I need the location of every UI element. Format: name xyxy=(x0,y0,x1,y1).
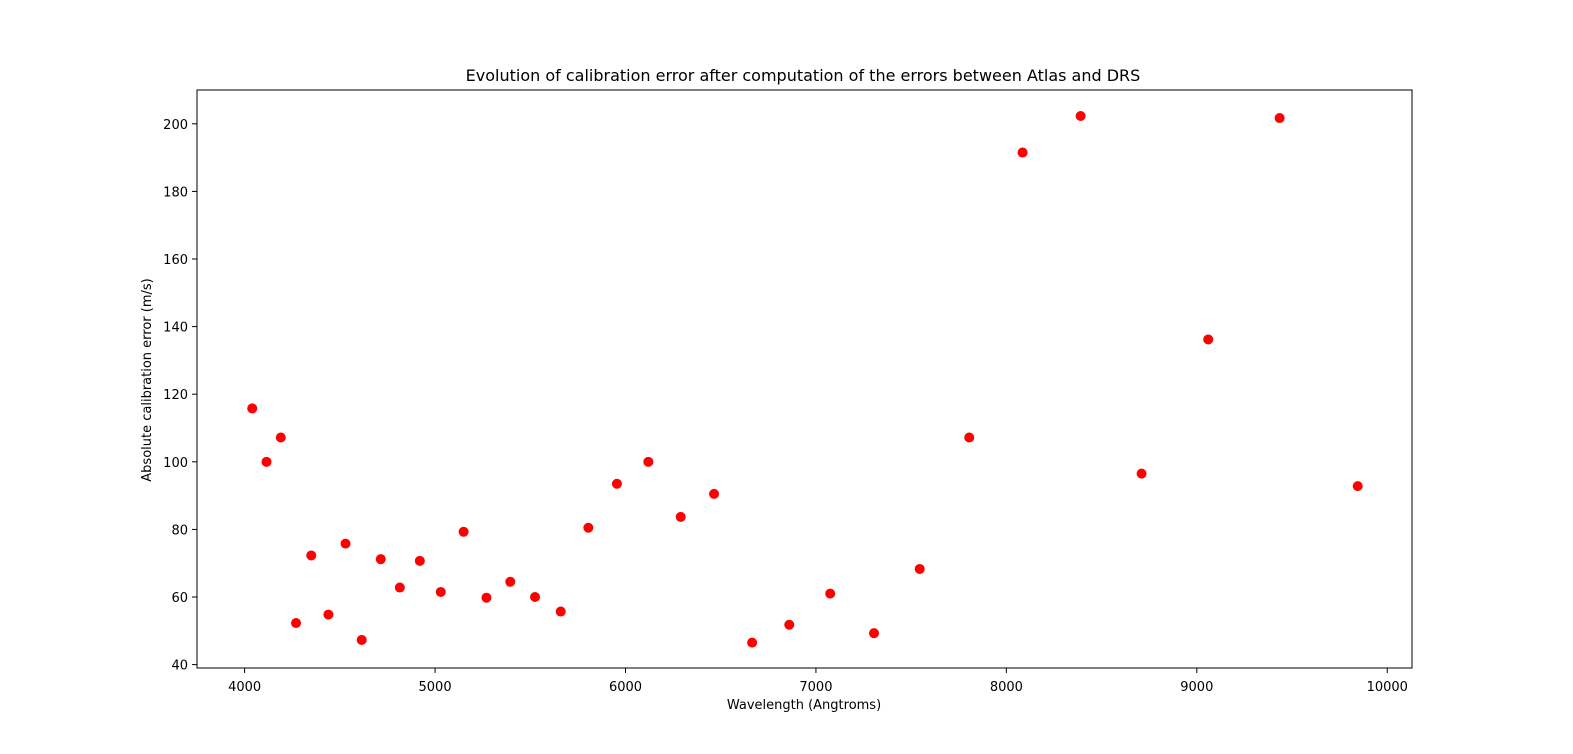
data-point xyxy=(323,609,334,620)
data-point xyxy=(505,576,516,587)
points-layer xyxy=(247,111,1363,648)
y-tick-label: 180 xyxy=(163,185,188,200)
plot-frame xyxy=(196,89,1413,669)
data-point xyxy=(825,588,836,599)
x-axis-label: Wavelength (Angtroms) xyxy=(727,698,881,713)
data-point xyxy=(375,554,386,565)
data-point xyxy=(914,563,925,574)
data-point xyxy=(1017,147,1028,158)
y-tick-label: 100 xyxy=(163,456,188,471)
x-tick-label: 8000 xyxy=(990,680,1023,695)
data-point xyxy=(275,432,286,443)
y-tick-label: 120 xyxy=(163,388,188,403)
data-point xyxy=(1075,111,1086,122)
data-point xyxy=(247,403,258,414)
chart-title: Evolution of calibration error after com… xyxy=(466,66,1141,85)
y-axis-ticks: 40 60 80 100 120 140 160 180 200 xyxy=(163,118,197,674)
y-tick-label: 140 xyxy=(163,321,188,336)
data-point xyxy=(414,555,425,566)
data-point xyxy=(481,592,492,603)
data-point xyxy=(340,538,351,549)
y-tick-label: 40 xyxy=(171,659,188,674)
data-point xyxy=(555,606,566,617)
data-point xyxy=(435,586,446,597)
data-point xyxy=(709,488,720,499)
x-tick-label: 6000 xyxy=(609,680,642,695)
data-point xyxy=(291,618,302,629)
y-tick-label: 80 xyxy=(171,523,188,538)
data-point xyxy=(869,628,880,639)
data-point xyxy=(1352,481,1363,492)
data-point xyxy=(530,592,541,603)
y-tick-label: 60 xyxy=(171,591,188,606)
data-point xyxy=(784,619,795,630)
x-axis-ticks: 4000 5000 6000 7000 8000 9000 10000 xyxy=(228,668,1408,695)
data-point xyxy=(261,456,272,467)
data-point xyxy=(1203,334,1214,345)
data-point xyxy=(1136,468,1147,479)
data-point xyxy=(394,582,405,593)
x-tick-label: 9000 xyxy=(1180,680,1213,695)
data-point xyxy=(643,456,654,467)
data-point xyxy=(356,634,367,645)
x-tick-label: 10000 xyxy=(1367,680,1408,695)
data-point xyxy=(1274,113,1285,124)
x-tick-label: 5000 xyxy=(419,680,452,695)
y-axis-label: Absolute calibration error (m/s) xyxy=(140,278,155,481)
data-point xyxy=(675,511,686,522)
data-point xyxy=(306,550,317,561)
y-tick-label: 160 xyxy=(163,253,188,268)
x-tick-label: 7000 xyxy=(799,680,832,695)
data-point xyxy=(583,522,594,533)
data-point xyxy=(964,432,975,443)
y-tick-label: 200 xyxy=(163,118,188,133)
data-point xyxy=(458,526,469,537)
data-point xyxy=(747,637,758,648)
x-tick-label: 4000 xyxy=(228,680,261,695)
data-point xyxy=(611,478,622,489)
